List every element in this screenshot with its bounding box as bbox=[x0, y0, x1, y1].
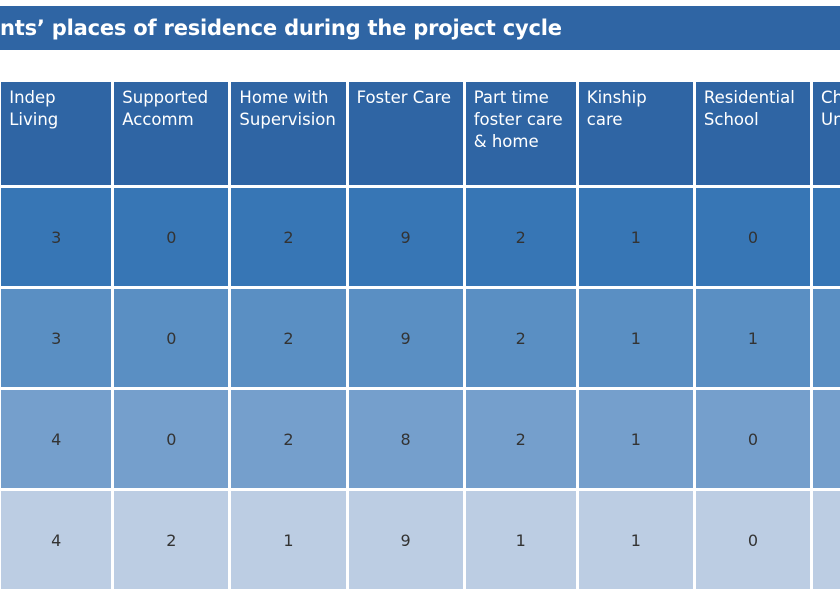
table-cell: 1 bbox=[578, 289, 693, 387]
table-cell: 2 bbox=[231, 188, 346, 286]
table-row: 4 2 1 9 1 1 0 bbox=[0, 491, 840, 589]
table-cell: 1 bbox=[465, 491, 576, 589]
table-cell: 0 bbox=[695, 188, 811, 286]
table-cell: 0 bbox=[114, 188, 229, 286]
table-cell: 4 bbox=[1, 390, 112, 488]
table-cell bbox=[813, 188, 840, 286]
table-cell: 2 bbox=[231, 390, 346, 488]
table-cell: 9 bbox=[348, 188, 463, 286]
column-header-residential-school: Residential School bbox=[695, 82, 811, 185]
table-cell: 1 bbox=[695, 289, 811, 387]
column-header-kinship-care: Kinship care bbox=[578, 82, 693, 185]
table-cell: 4 bbox=[1, 491, 112, 589]
table-cell bbox=[813, 289, 840, 387]
residence-table: Indep Living Supported Accomm Home with … bbox=[0, 79, 840, 592]
table-cell: 9 bbox=[348, 491, 463, 589]
column-header-childrens-unit: Children’s Unit bbox=[813, 82, 840, 185]
table-cell: 1 bbox=[578, 491, 693, 589]
table-cell: 0 bbox=[695, 390, 811, 488]
column-header-indep-living: Indep Living bbox=[1, 82, 112, 185]
title-bar: nts’ places of residence during the proj… bbox=[0, 6, 840, 50]
table-cell: 0 bbox=[114, 289, 229, 387]
table-cell: 3 bbox=[1, 188, 112, 286]
table-cell: 2 bbox=[465, 289, 576, 387]
table-cell: 0 bbox=[695, 491, 811, 589]
column-header-foster-care: Foster Care bbox=[348, 82, 463, 185]
column-header-supported-accomm: Supported Accomm bbox=[114, 82, 229, 185]
table-row: 4 0 2 8 2 1 0 bbox=[0, 390, 840, 488]
column-header-home-with-supervision: Home with Supervision bbox=[231, 82, 346, 185]
table-cell: 3 bbox=[1, 289, 112, 387]
table-cell: 8 bbox=[348, 390, 463, 488]
table-row: 3 0 2 9 2 1 1 bbox=[0, 289, 840, 387]
table-cell: 2 bbox=[465, 188, 576, 286]
header-row: Indep Living Supported Accomm Home with … bbox=[0, 82, 840, 185]
table-cell: 0 bbox=[114, 390, 229, 488]
table-title: nts’ places of residence during the proj… bbox=[0, 16, 562, 40]
table-cell: 2 bbox=[231, 289, 346, 387]
table-row: 3 0 2 9 2 1 0 bbox=[0, 188, 840, 286]
column-header-part-time-foster-care: Part time foster care & home bbox=[465, 82, 576, 185]
table-cell: 9 bbox=[348, 289, 463, 387]
table-cell: 2 bbox=[465, 390, 576, 488]
table-cell: 1 bbox=[578, 188, 693, 286]
table-cell bbox=[813, 491, 840, 589]
table-wrapper: Indep Living Supported Accomm Home with … bbox=[0, 79, 840, 592]
table-cell bbox=[813, 390, 840, 488]
table-cell: 1 bbox=[578, 390, 693, 488]
table-cell: 1 bbox=[231, 491, 346, 589]
table-cell: 2 bbox=[114, 491, 229, 589]
